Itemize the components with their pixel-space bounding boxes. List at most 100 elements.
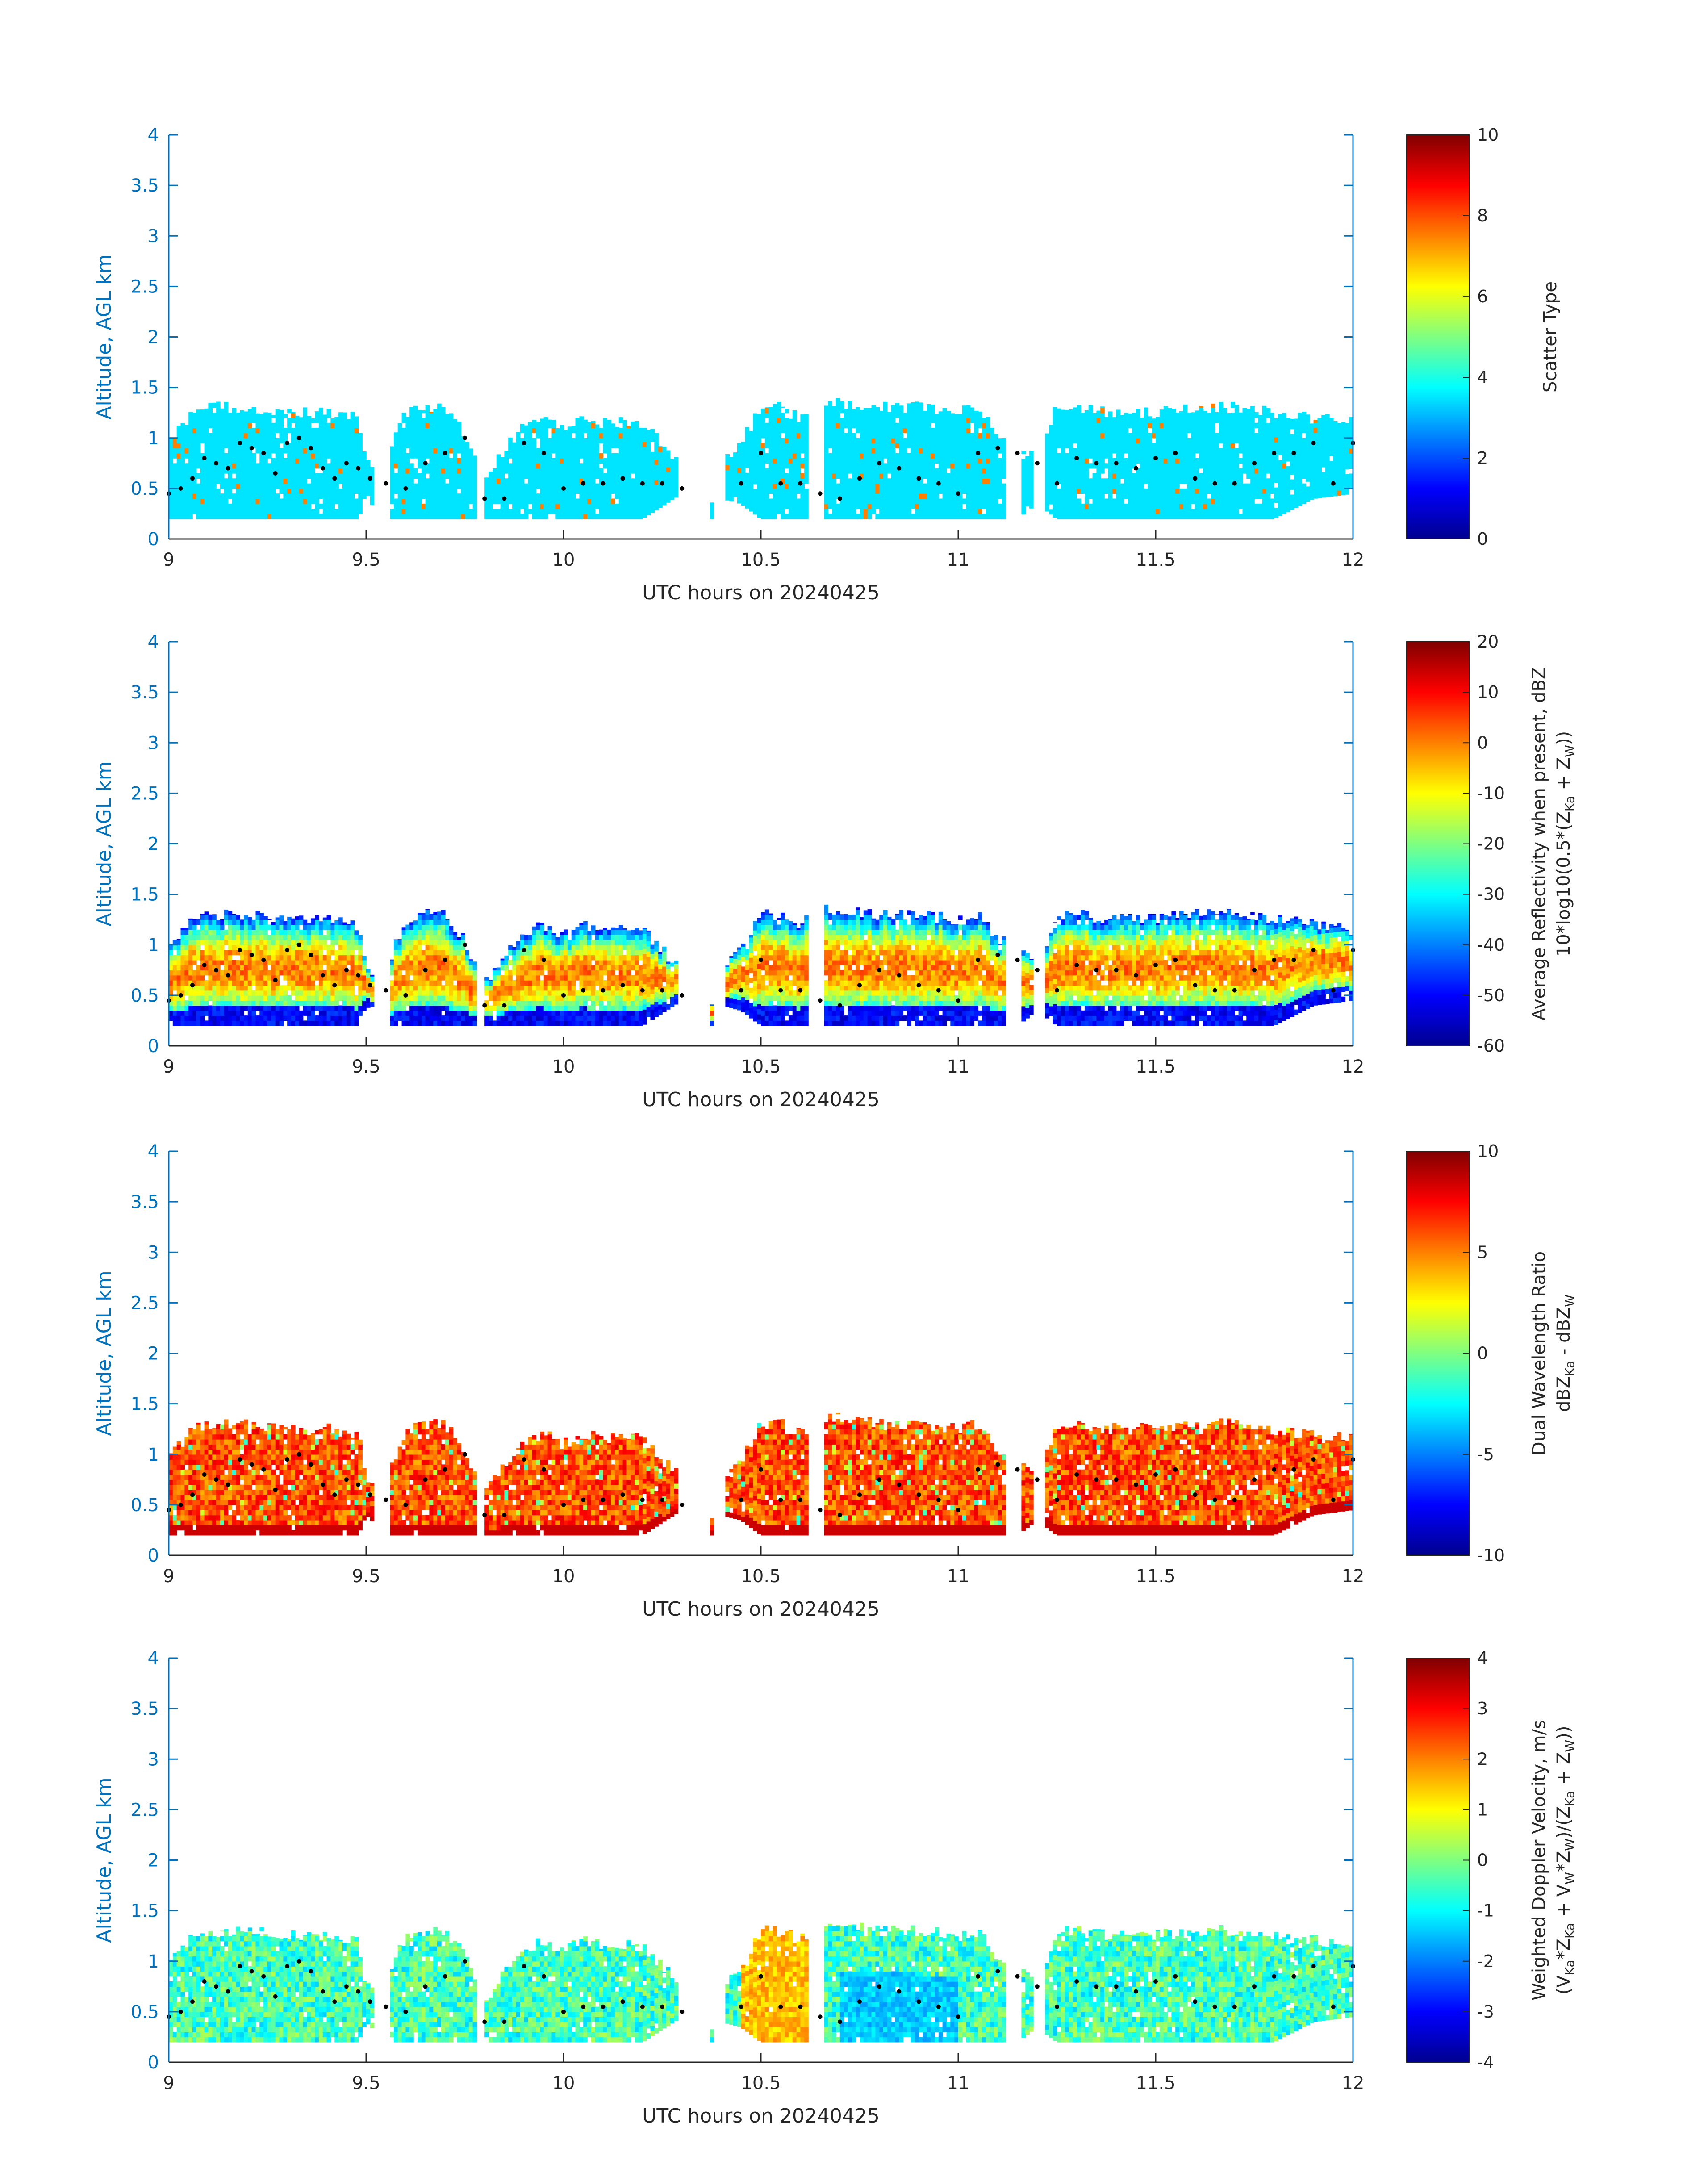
heatmap-cell: [544, 489, 548, 494]
heatmap-cell: [295, 504, 300, 509]
heatmap-cell: [409, 408, 414, 413]
heatmap-cell: [267, 433, 272, 438]
heatmap-cell: [271, 484, 276, 489]
heatmap-cell: [299, 499, 304, 504]
heatmap-cell: [548, 493, 552, 499]
heatmap-cell: [402, 499, 406, 504]
heatmap-cell: [516, 504, 521, 509]
heatmap-cell: [291, 484, 296, 489]
heatmap-cell: [271, 438, 276, 443]
heatmap-cell: [413, 509, 418, 514]
heatmap-cell: [418, 448, 422, 453]
heatmap-cell: [560, 514, 564, 519]
heatmap-cell: [497, 509, 501, 514]
heatmap-cell: [461, 499, 465, 504]
heatmap-cell: [271, 415, 276, 418]
heatmap-cell: [441, 473, 446, 479]
heatmap-cell: [256, 478, 260, 484]
heatmap-cell: [433, 514, 438, 519]
heatmap-cell: [212, 418, 217, 423]
heatmap-cell: [615, 453, 619, 459]
heatmap-cell: [338, 463, 343, 468]
heatmap-cell: [643, 472, 647, 477]
heatmap-cell: [177, 478, 181, 484]
heatmap-cell: [236, 413, 240, 418]
heatmap-cell: [323, 458, 327, 464]
heatmap-cell: [181, 478, 185, 484]
heatmap-cell: [489, 499, 493, 504]
heatmap-cell: [469, 484, 473, 489]
heatmap-cell: [351, 473, 355, 479]
heatmap-cell: [177, 438, 181, 443]
heatmap-cell: [228, 514, 233, 519]
heatmap-cell: [311, 458, 315, 464]
heatmap-cell: [623, 509, 627, 514]
heatmap-cell: [362, 451, 367, 454]
heatmap-cell: [303, 418, 308, 423]
heatmap-cell: [555, 473, 560, 479]
heatmap-cell: [342, 433, 347, 438]
heatmap-cell: [599, 499, 604, 504]
heatmap-cell: [196, 428, 201, 433]
heatmap-cell: [441, 458, 446, 464]
heatmap-cell: [390, 468, 394, 474]
heatmap-cell: [327, 423, 331, 428]
heatmap-cell: [351, 433, 355, 438]
heatmap-cell: [390, 453, 394, 459]
heatmap-cell: [493, 499, 497, 504]
heatmap-cell: [224, 408, 229, 413]
heatmap-cell: [405, 468, 410, 474]
heatmap-cell: [497, 493, 501, 499]
heatmap-cell: [489, 484, 493, 489]
heatmap-cell: [259, 428, 264, 433]
heatmap-cell: [595, 443, 600, 448]
heatmap-cell: [540, 443, 544, 448]
heatmap-cell: [216, 402, 221, 403]
heatmap-cell: [453, 453, 458, 459]
heatmap-cell: [409, 453, 414, 459]
heatmap-cell: [192, 504, 197, 509]
heatmap-cell: [224, 478, 229, 484]
heatmap-cell: [252, 484, 256, 489]
heatmap-cell: [512, 484, 517, 489]
heatmap-cell: [666, 497, 671, 503]
heatmap-cell: [327, 448, 331, 453]
heatmap-cell: [394, 432, 398, 433]
heatmap-cell: [177, 443, 181, 448]
heatmap-cell: [504, 458, 509, 464]
heatmap-cell: [643, 457, 647, 462]
heatmap-cell: [611, 453, 615, 459]
heatmap-cell: [647, 460, 651, 465]
heatmap-cell: [583, 473, 588, 479]
heatmap-cell: [224, 484, 229, 489]
heatmap-cell: [465, 442, 469, 443]
heatmap-cell: [181, 443, 185, 448]
heatmap-cell: [287, 458, 292, 464]
heatmap-cell: [295, 428, 300, 433]
heatmap-cell: [528, 468, 532, 474]
heatmap-cell: [256, 499, 260, 504]
heatmap-cell: [429, 463, 434, 468]
heatmap-cell: [315, 514, 319, 519]
heatmap-cell: [311, 453, 315, 459]
heatmap-cell: [358, 438, 363, 443]
heatmap-cell: [311, 509, 315, 514]
heatmap-cell: [184, 428, 189, 433]
heatmap-cell: [489, 489, 493, 494]
heatmap-cell: [291, 443, 296, 448]
heatmap-cell: [449, 448, 454, 453]
heatmap-cell: [405, 473, 410, 479]
heatmap-cell: [291, 458, 296, 464]
heatmap-cell: [564, 433, 568, 438]
heatmap-cell: [536, 478, 540, 484]
heatmap-cell: [501, 478, 505, 484]
heatmap-cell: [516, 509, 521, 514]
heatmap-cell: [572, 484, 576, 489]
heatmap-cell: [205, 433, 209, 438]
heatmap-cell: [576, 514, 580, 519]
heatmap-cell: [405, 433, 410, 438]
heatmap-cell: [587, 504, 592, 509]
heatmap-cell: [338, 412, 343, 413]
heatmap-cell: [418, 433, 422, 438]
heatmap-cell: [555, 514, 560, 519]
